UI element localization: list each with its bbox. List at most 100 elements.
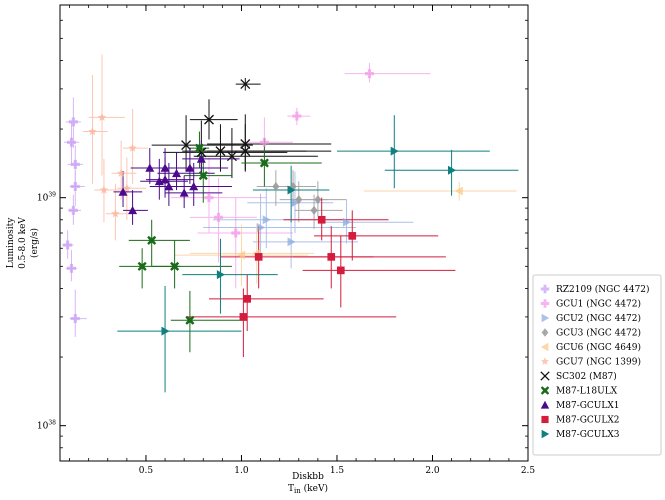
- series-markers-2: [256, 198, 352, 247]
- data-point: [243, 295, 252, 303]
- legend-marker: [540, 284, 550, 294]
- data-point: [204, 193, 214, 203]
- data-point: [161, 326, 170, 336]
- data-point: [196, 154, 206, 163]
- legend-entry: [540, 371, 550, 381]
- y-axis-label-line2: 0.5-8.0 keV: [18, 217, 28, 269]
- legend-label: GCU3 (NGC 4472): [556, 328, 641, 339]
- data-point: [145, 163, 155, 172]
- data-point: [236, 250, 246, 260]
- legend-entry: [541, 429, 550, 439]
- data-point: [240, 139, 251, 149]
- legend-marker: [541, 429, 550, 439]
- data-point: [259, 158, 269, 168]
- data-point: [189, 181, 199, 191]
- data-point: [216, 270, 225, 280]
- legend-label: RZ2109 (NGC 4472): [556, 284, 650, 295]
- data-point: [342, 217, 352, 227]
- legend-marker: [540, 371, 550, 381]
- legend-marker: [540, 342, 549, 352]
- data-point: [254, 253, 263, 261]
- legend-marker: [541, 357, 549, 365]
- data-point: [287, 237, 296, 247]
- legend-entry: [540, 342, 549, 352]
- legend-marker: [541, 328, 549, 337]
- legend-entry: [541, 328, 549, 337]
- x-tick-label: 0.5: [139, 466, 154, 476]
- data-point: [364, 69, 374, 79]
- data-point: [226, 151, 237, 162]
- x-tick-label: 1.5: [330, 466, 345, 476]
- data-point: [287, 185, 296, 195]
- legend-label: M87-GCULX2: [556, 416, 619, 426]
- data-point: [310, 205, 318, 215]
- data-point: [259, 137, 269, 147]
- data-point: [240, 146, 251, 157]
- data-point: [336, 266, 345, 275]
- legend-entry: [540, 299, 550, 308]
- legend-label: GCU2 (NGC 4472): [556, 313, 641, 324]
- data-point: [256, 222, 266, 232]
- ticks-layer: 0.5 1.0 1.5 2.0 2.5 1038 1039: [37, 4, 536, 476]
- data-point: [70, 159, 80, 169]
- data-point: [66, 263, 76, 273]
- plot-frame: [59, 4, 529, 462]
- data-point: [185, 315, 195, 325]
- series-errorbars-10: [117, 115, 519, 393]
- series-markers-3: [272, 181, 322, 215]
- series-markers-6: [181, 79, 251, 162]
- data-point: [295, 195, 303, 205]
- data-point: [128, 205, 138, 215]
- data-point: [289, 181, 297, 191]
- y-axis-label-line3: (erg/s): [29, 228, 40, 258]
- series-markers-5: [88, 112, 137, 218]
- data-point: [447, 165, 457, 175]
- legend-entry: [541, 357, 549, 365]
- data-point: [111, 209, 120, 218]
- data-point: [204, 114, 214, 125]
- data-point: [181, 140, 192, 151]
- data-point: [317, 215, 326, 224]
- series-markers-7: [137, 143, 269, 325]
- data-point: [70, 314, 80, 324]
- data-point: [116, 168, 126, 177]
- data-point: [390, 146, 399, 156]
- legend-label: M87-GCULX3: [556, 430, 620, 440]
- data-point: [327, 253, 336, 261]
- series-errorbars-0: [61, 97, 87, 337]
- legend-entry: [541, 415, 549, 424]
- data-point: [231, 228, 241, 238]
- series-markers-9: [239, 215, 357, 321]
- legend-label: GCU1 (NGC 4472): [556, 299, 641, 310]
- data-point: [170, 261, 180, 271]
- data-point: [88, 127, 97, 136]
- legend-marker: [540, 400, 550, 409]
- data-point: [214, 212, 224, 222]
- data-point: [240, 79, 251, 90]
- legend-label: M87-L18ULX: [556, 387, 618, 397]
- data-point: [164, 181, 174, 191]
- data-point: [348, 232, 357, 240]
- x-tick-label: 2.0: [425, 466, 440, 476]
- data-point: [179, 188, 189, 197]
- data-point: [291, 198, 300, 208]
- data-point: [239, 313, 248, 321]
- data-point: [262, 215, 271, 225]
- data-point: [160, 175, 170, 184]
- data-point: [198, 171, 208, 181]
- y-axis-label-line1: Luminosity: [6, 217, 16, 269]
- data-point: [99, 185, 109, 194]
- x-tick-label: 1.0: [234, 466, 249, 476]
- legend: RZ2109 (NGC 4472) GCU1 (NGC 4472) GCU2 (NG…: [532, 274, 662, 456]
- data-point: [160, 163, 170, 172]
- legend-label: SC302 (M87): [556, 371, 617, 382]
- data-point: [128, 143, 137, 152]
- legend-entry: [540, 400, 550, 409]
- legend-marker: [540, 386, 550, 395]
- data-point: [122, 183, 132, 192]
- x-tick-label: 2.5: [521, 466, 536, 476]
- legend-entry: [540, 386, 550, 395]
- x-axis-label-line1: Diskbb: [292, 472, 324, 482]
- data-point: [292, 111, 302, 121]
